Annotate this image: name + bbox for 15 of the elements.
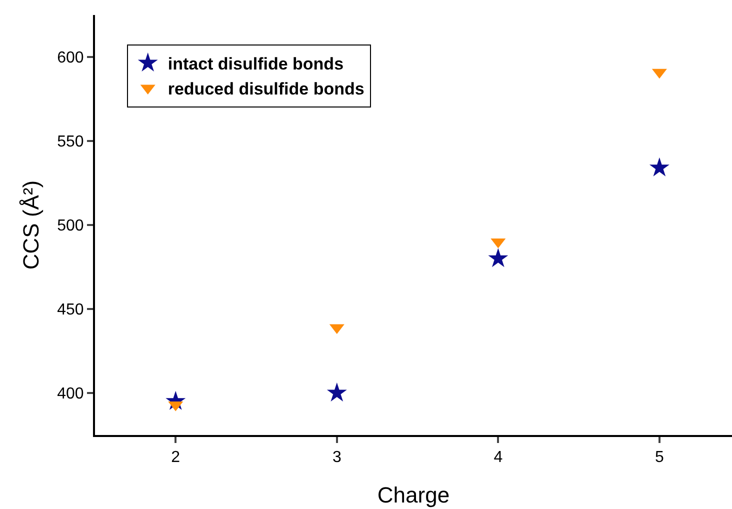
y-axis-title: CCS (Å²): [18, 180, 44, 270]
x-tick-label: 3: [332, 449, 342, 466]
x-tick-label: 2: [171, 449, 180, 466]
y-tick-label: 550: [57, 134, 84, 151]
x-tick-label: 4: [494, 449, 503, 466]
x-tick-label: 5: [654, 449, 664, 466]
legend-label: reduced disulfide bonds: [168, 80, 364, 99]
x-axis-title: Charge: [377, 482, 450, 508]
point: [326, 382, 347, 402]
legend-label: intact disulfide bonds: [168, 54, 344, 74]
point: [488, 248, 508, 268]
y-tick-label: 400: [57, 386, 84, 403]
y-tick-label: 500: [57, 218, 84, 235]
y-tick-label: 450: [57, 302, 84, 319]
y-tick-label: 600: [57, 50, 84, 67]
